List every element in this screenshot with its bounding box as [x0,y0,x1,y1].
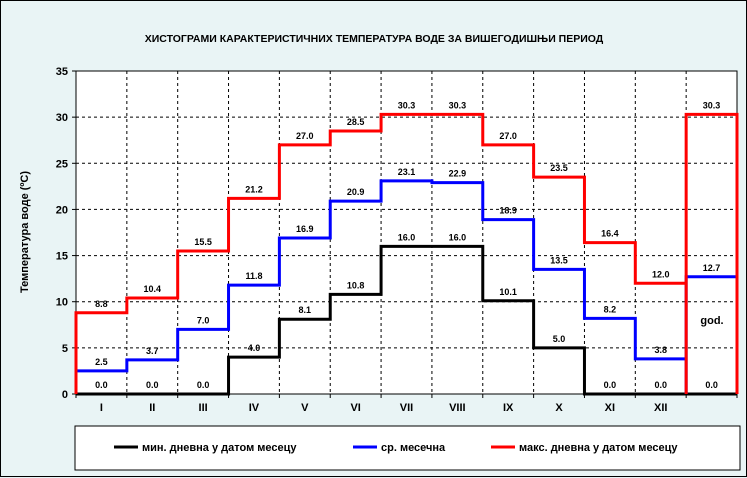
x-tick-label: I [100,402,103,414]
data-label: 30.3 [398,100,416,110]
y-tick-label: 25 [56,158,68,170]
legend-label: ср. месечна [381,442,446,454]
x-tick-label: XII [654,402,667,414]
chart-title: ХИСТОГРАМИ КАРАКТЕРИСТИЧНИХ ТЕМПЕРАТУРА … [145,33,604,45]
data-label: 15.5 [194,237,212,247]
data-label: 8.1 [299,305,312,315]
y-tick-label: 30 [56,112,68,124]
x-tick-label: II [149,402,155,414]
legend-label: мин. дневна у датом месецу [142,442,297,454]
data-label: 3.8 [654,345,667,355]
data-label: 16.9 [296,224,314,234]
x-tick-label: X [555,402,563,414]
data-label: 18.9 [499,206,517,216]
data-label: 16.0 [398,232,416,242]
data-label: 27.0 [499,131,517,141]
data-label: 5.0 [553,334,566,344]
plot-area [75,70,738,395]
data-label: 20.9 [347,187,365,197]
y-axis-label: Температура воде (ºC) [19,171,31,293]
data-label: 3.7 [146,346,159,356]
data-label: 27.0 [296,131,314,141]
series-line [74,179,739,394]
data-label: 23.1 [398,167,416,177]
data-label: 0.0 [604,380,617,390]
data-label: 30.3 [703,100,721,110]
y-axis: 0 5 10 15 20 25 30 35 [56,66,76,401]
data-label: 10.8 [347,280,365,290]
data-label: 12.7 [703,263,721,273]
x-tick-label: III [199,402,208,414]
data-label: 10.1 [499,287,517,297]
data-label: 12.0 [652,269,670,279]
data-label: 11.8 [245,271,262,281]
data-label: 0.0 [146,380,159,390]
data-label: 0.0 [654,380,667,390]
data-label: 16.4 [601,229,619,239]
data-labels: 0.0 0.0 0.0 4.0 8.1 10.8 16.0 16.0 10.1 5.0 0.0 0.0… [95,100,720,390]
y-tick-label: 5 [62,343,68,355]
data-label: 4.0 [248,343,261,353]
series-line [74,112,739,394]
x-tick-label: IX [503,402,514,414]
series-line [76,244,737,396]
y-tick-label: 35 [56,66,68,78]
data-label: 2.5 [95,357,108,367]
data-label: 0.0 [95,380,108,390]
y-tick-label: 20 [56,204,68,216]
data-label: 13.5 [550,255,568,265]
data-label: 21.2 [245,184,263,194]
y-tick-label: 10 [56,297,68,309]
grid [76,71,737,394]
x-axis: I II III IV V VI VII VIII IX X XI XII [75,394,738,414]
y-tick-label: 15 [56,251,68,263]
legend-box [74,425,741,471]
data-label: 23.5 [550,163,568,173]
data-label: 28.5 [347,117,365,127]
x-tick-label: VI [350,402,360,414]
x-tick-label: VIII [449,402,466,414]
annual-label: god. [700,315,723,327]
x-tick-label: V [301,402,309,414]
data-label: 8.8 [95,299,108,309]
legend: мин. дневна у датом месецу ср. месечна мак… [114,442,678,454]
data-label: 0.0 [197,380,210,390]
data-label: 30.3 [449,100,467,110]
data-label: 0.0 [705,380,718,390]
x-tick-label: XI [605,402,615,414]
data-label: 10.4 [144,284,162,294]
x-tick-label: VII [400,402,413,414]
data-label: 22.9 [449,169,467,179]
legend-label: макс. дневна у датом месецу [519,442,678,454]
data-label: 16.0 [449,232,467,242]
x-tick-label: IV [249,402,260,414]
data-label: 8.2 [604,304,617,314]
y-tick-label: 0 [62,389,68,401]
data-label: 7.0 [197,315,210,325]
series-group [74,112,739,396]
